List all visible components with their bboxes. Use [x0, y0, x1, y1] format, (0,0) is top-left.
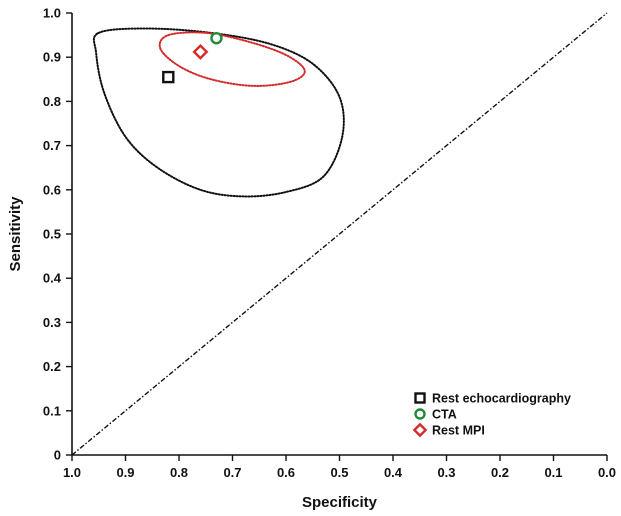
x-tick-label: 0.1: [544, 465, 562, 480]
y-tick-label: 0.7: [43, 138, 61, 153]
x-axis-title: Specificity: [302, 494, 378, 511]
legend-marker-rest-echocardiography: [414, 392, 426, 404]
y-tick-label: 0.5: [43, 227, 61, 242]
confidence-regions: [92, 27, 345, 198]
x-tick-label: 0.5: [330, 465, 348, 480]
data-points: [162, 31, 223, 84]
y-tick-label: 1.0: [43, 6, 61, 21]
y-tick-label: 0.9: [43, 50, 61, 65]
legend: Rest echocardiography CTA Rest MPI: [412, 392, 571, 438]
y-tick-label: 0.2: [43, 359, 61, 374]
y-tick-label: 0: [54, 448, 61, 463]
y-tick-label: 0.3: [43, 315, 61, 330]
y-tick-label: 0.8: [43, 94, 61, 109]
y-tick-label: 0.6: [43, 182, 61, 197]
x-tick-label: 0.3: [437, 465, 455, 480]
x-tick-label: 0.9: [116, 465, 134, 480]
x-tick-label: 1.0: [63, 465, 81, 480]
point-rest-mpi: [192, 43, 209, 60]
confidence-region-rest-echocardiography: [92, 27, 345, 198]
legend-marker-cta: [414, 408, 426, 420]
confidence-region-rest-mpi: [158, 31, 306, 87]
x-tick-label: 0.8: [170, 465, 188, 480]
x-tick-label: 0.6: [277, 465, 295, 480]
x-tick-label: 0.4: [384, 465, 403, 480]
x-tick-label: 0.7: [223, 465, 241, 480]
y-tick-label: 0.1: [43, 403, 61, 418]
reference-diagonal-line: [71, 12, 608, 456]
y-axis-title: Sensitivity: [7, 196, 24, 272]
legend-marker-rest-mpi: [412, 422, 428, 438]
legend-label-rest-echocardiography: Rest echocardiography: [432, 392, 571, 406]
x-tick-label: 0.0: [598, 465, 616, 480]
point-cta: [210, 31, 223, 45]
y-tick-label: 0.4: [43, 271, 62, 286]
legend-label-cta: CTA: [432, 408, 457, 422]
y-axis-ticks: 0 0.1 0.2 0.3 0.4 0.5 0.6 0.7 0.8 0.9 1.0: [43, 6, 72, 463]
legend-label-rest-mpi: Rest MPI: [432, 424, 485, 438]
point-rest-echocardiography: [162, 70, 175, 84]
x-tick-label: 0.2: [491, 465, 509, 480]
x-axis-ticks: 1.0 0.9 0.8 0.7 0.6 0.5 0.4 0.3 0.2 0.1 0.0: [63, 455, 616, 480]
